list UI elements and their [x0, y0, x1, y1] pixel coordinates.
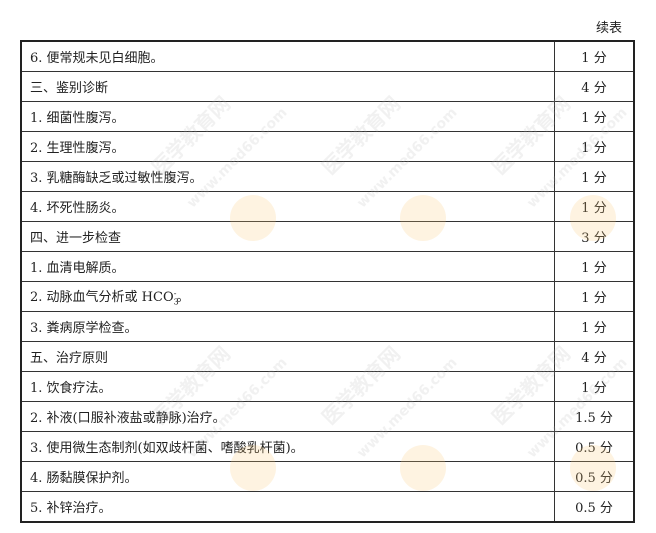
- table-row: 四、进一步检查 3 分: [20, 221, 635, 252]
- continued-table-label: 续表: [595, 21, 622, 36]
- table-row: 1. 血清电解质。 1 分: [20, 251, 635, 282]
- item-text: 2. 动脉血气分析或 HCO: [30, 290, 174, 306]
- score-cell: 1 分: [554, 371, 635, 402]
- table-row: 4. 肠黏膜保护剂。 0.5 分: [20, 461, 635, 492]
- score-cell: 1 分: [554, 191, 635, 222]
- table-row: 五、治疗原则 4 分: [20, 341, 635, 372]
- score-cell: 0.5 分: [554, 431, 635, 462]
- score-cell: 4 分: [554, 341, 635, 372]
- item-cell: 2. 补液(口服补液盐或静脉)治疗。: [20, 401, 555, 432]
- table-row: 6. 便常规未见白细胞。 1 分: [20, 40, 635, 72]
- table-row: 2. 动脉血气分析或 HCO3-。 1 分: [20, 281, 635, 312]
- item-cell: 2. 生理性腹泻。: [20, 131, 555, 162]
- score-cell: 1.5 分: [554, 401, 635, 432]
- score-cell: 1 分: [554, 251, 635, 282]
- item-cell: 3. 粪病原学检查。: [20, 311, 555, 342]
- score-cell: 4 分: [554, 71, 635, 102]
- superscript: -: [173, 288, 177, 298]
- table-row: 2. 补液(口服补液盐或静脉)治疗。 1.5 分: [20, 401, 635, 432]
- item-cell: 2. 动脉血气分析或 HCO3-。: [20, 281, 555, 312]
- table-row: 3. 乳糖酶缺乏或过敏性腹泻。 1 分: [20, 161, 635, 192]
- score-cell: 1 分: [554, 40, 635, 72]
- item-cell: 6. 便常规未见白细胞。: [20, 40, 555, 72]
- table-row: 1. 饮食疗法。 1 分: [20, 371, 635, 402]
- item-cell: 3. 乳糖酶缺乏或过敏性腹泻。: [20, 161, 555, 192]
- table-row: 5. 补锌治疗。 0.5 分: [20, 491, 635, 523]
- item-cell: 三、鉴别诊断: [20, 71, 555, 102]
- table-row: 3. 使用微生态制剂(如双歧杆菌、嗜酸乳杆菌)。 0.5 分: [20, 431, 635, 462]
- table-row: 2. 生理性腹泻。 1 分: [20, 131, 635, 162]
- item-cell: 3. 使用微生态制剂(如双歧杆菌、嗜酸乳杆菌)。: [20, 431, 555, 462]
- item-cell: 四、进一步检查: [20, 221, 555, 252]
- table-row: 4. 坏死性肠炎。 1 分: [20, 191, 635, 222]
- item-cell: 5. 补锌治疗。: [20, 491, 555, 523]
- table-row: 3. 粪病原学检查。 1 分: [20, 311, 635, 342]
- score-cell: 0.5 分: [554, 491, 635, 523]
- item-cell: 1. 饮食疗法。: [20, 371, 555, 402]
- subscript: 3: [173, 297, 179, 307]
- item-cell: 五、治疗原则: [20, 341, 555, 372]
- item-cell: 1. 血清电解质。: [20, 251, 555, 282]
- item-text-end: 。: [176, 290, 190, 306]
- score-cell: 1 分: [554, 131, 635, 162]
- score-cell: 1 分: [554, 311, 635, 342]
- item-cell: 1. 细菌性腹泻。: [20, 101, 555, 132]
- score-cell: 0.5 分: [554, 461, 635, 492]
- score-cell: 3 分: [554, 221, 635, 252]
- table-row: 三、鉴别诊断 4 分: [20, 71, 635, 102]
- scoring-table: 6. 便常规未见白细胞。 1 分三、鉴别诊断 4 分 1. 细菌性腹泻。 1 分 2. 生…: [20, 40, 635, 523]
- score-cell: 1 分: [554, 161, 635, 192]
- item-cell: 4. 肠黏膜保护剂。: [20, 461, 555, 492]
- score-cell: 1 分: [554, 281, 635, 312]
- score-cell: 1 分: [554, 101, 635, 132]
- table-row: 1. 细菌性腹泻。 1 分: [20, 101, 635, 132]
- item-cell: 4. 坏死性肠炎。: [20, 191, 555, 222]
